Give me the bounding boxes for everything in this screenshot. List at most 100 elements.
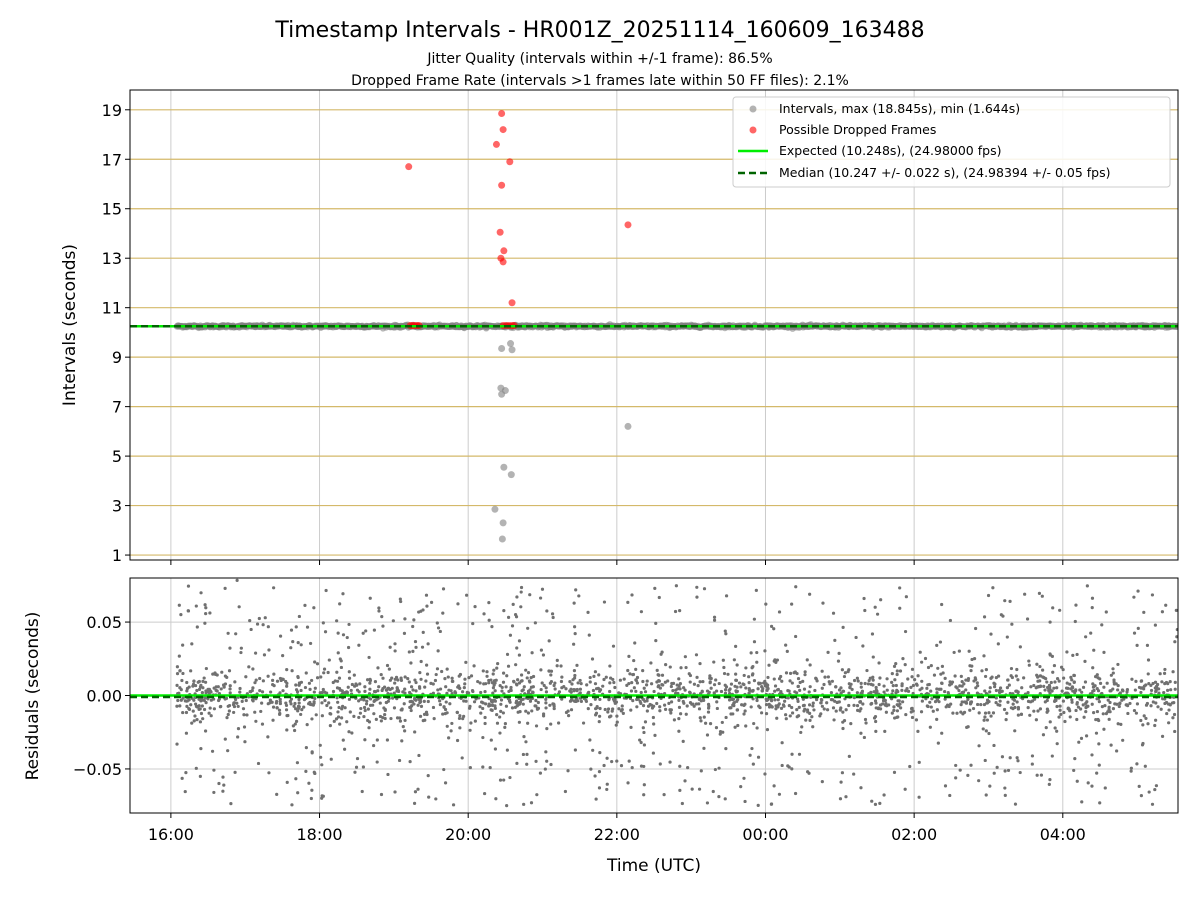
residual-point [852,696,856,700]
residual-point [284,708,289,712]
residual-point [403,718,407,723]
residual-point [568,680,572,684]
residual-point [495,666,499,670]
residual-point [573,676,577,680]
residual-point [928,725,932,729]
residual-point [832,718,836,722]
residual-point [1120,688,1125,692]
residual-point [192,719,196,723]
residual-point [184,771,188,775]
residual-point [797,705,801,710]
residual-point [920,679,924,683]
residual-point [576,681,580,685]
residual-point [683,688,687,692]
residual-point [409,685,414,689]
residual-point [975,681,979,685]
residual-point [266,735,270,739]
residual-point [1164,680,1169,685]
residual-point [1035,673,1039,677]
residual-point [935,643,939,647]
residual-point [773,658,777,662]
residual-point [602,600,607,604]
residual-point [586,610,590,614]
residual-point [1171,670,1175,674]
residual-point [491,672,495,676]
residual-point [940,664,945,668]
residual-point [1144,716,1148,721]
residual-point [1055,686,1059,690]
residual-point [735,685,739,689]
residual-point [1072,768,1076,773]
interval-outlier-point-1 [507,340,515,348]
residual-point [314,713,318,717]
interval-outlier-point-5 [498,390,506,398]
residual-point [633,641,637,645]
residual-point [483,721,487,726]
residual-point [994,700,998,705]
residual-point [966,773,970,777]
residual-point [1153,623,1157,627]
residual-point [520,679,524,683]
residual-point [498,715,502,719]
residual-point [1109,689,1113,693]
residual-point [1135,702,1140,706]
residual-point [805,658,809,662]
residual-point [309,796,313,801]
residual-point [382,706,386,710]
residual-point [1059,665,1064,669]
residual-point [1118,701,1122,706]
residual-point [487,681,491,685]
residual-point [194,766,198,770]
residual-point [1002,707,1007,712]
residual-point [341,704,345,708]
residual-point [1013,705,1017,710]
residual-point [790,705,794,710]
residual-point [663,703,667,707]
residual-point [175,742,179,746]
residual-point [635,681,640,685]
residual-point [417,753,421,758]
residual-point [960,684,964,688]
residual-point [668,708,672,712]
residual-point [261,623,265,627]
residual-point [588,738,592,742]
residual-point [992,743,996,748]
residual-point [367,655,371,660]
residual-point [457,716,462,721]
residual-point [1120,698,1124,702]
residual-point [396,678,400,682]
residual-point [587,633,591,637]
residual-point [285,681,289,685]
residual-point [916,729,920,734]
residual-point [368,703,373,707]
residual-point [1009,666,1014,671]
residual-point [1116,662,1120,667]
residual-point [577,594,581,598]
residual-point [530,709,534,713]
residual-point [984,729,988,733]
residual-point [368,697,373,701]
residual-point [429,600,434,605]
residual-point [751,688,755,693]
residual-point [772,627,776,631]
dropped-frame-point-0 [498,110,506,117]
residual-point [786,689,790,693]
residual-point [545,609,549,613]
residual-point [982,615,987,619]
residual-point [399,708,403,712]
residual-point [683,779,687,783]
residual-point [676,687,680,691]
residual-point [877,682,881,687]
residual-point [1015,700,1019,704]
residual-point [1098,801,1102,805]
residual-point [989,714,993,718]
residual-point [875,612,880,616]
residual-point [262,653,267,657]
residual-point [900,688,904,692]
residual-point [440,669,444,674]
residual-point [780,763,784,768]
residual-point [774,660,778,665]
residual-point [192,679,196,683]
residual-point [726,672,730,676]
residual-point [1092,648,1096,652]
